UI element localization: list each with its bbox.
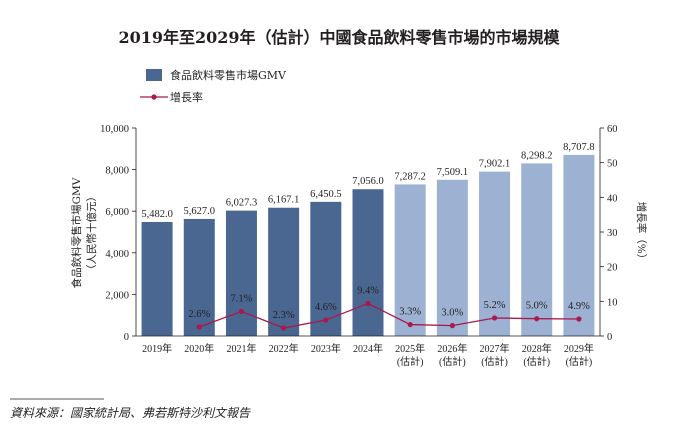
- growth-point: [449, 323, 455, 329]
- x-tick-label: 2023年: [311, 342, 341, 355]
- y-axis-unit-label: （人民幣十億元）: [85, 191, 98, 275]
- legend-swatch-gmv: [146, 69, 162, 81]
- bar: [563, 154, 595, 336]
- growth-rate-label: 7.1%: [231, 293, 253, 304]
- bar-value-label: 6,027.3: [226, 198, 258, 209]
- y2-axis-label: 增長率（%）: [635, 202, 648, 264]
- source-note: 資料來源：國家統計局、弗若斯特沙利文報告: [10, 406, 251, 420]
- x-tick-label: 2027年: [480, 342, 510, 355]
- growth-rate-label: 3.0%: [441, 308, 463, 319]
- x-tick-label: (估計): [481, 355, 508, 368]
- legend-label-gmv: 食品飲料零售市場GMV: [170, 68, 287, 82]
- x-tick-label: (估計): [439, 355, 466, 368]
- y-tick-label: 8,000: [105, 166, 129, 177]
- growth-rate-label: 5.2%: [484, 300, 506, 311]
- growth-rate-label: 3.3%: [399, 307, 421, 318]
- growth-point: [323, 317, 329, 323]
- y-axis-label: 食品飲料零售市場GMV: [70, 177, 83, 288]
- x-tick-label: 2026年: [437, 342, 467, 355]
- chart-title: 2019年至2029年（估計）中國食品飲料零售市場的市場規模: [118, 28, 560, 47]
- growth-rate-label: 4.9%: [568, 301, 590, 312]
- x-tick-label: 2025年: [395, 342, 425, 355]
- growth-point: [534, 316, 540, 322]
- y-tick-label: 4,000: [105, 249, 129, 260]
- growth-point: [491, 315, 498, 321]
- bar: [310, 201, 342, 336]
- plot-area: 0 2,000 4,000 6,000 8,000 10,000 0 10 20 30 40 50 60…: [100, 124, 617, 368]
- y2-tick-label: 0: [607, 332, 612, 343]
- y-tick-label: 2,000: [105, 290, 129, 301]
- bar: [394, 184, 426, 336]
- growth-point: [407, 321, 413, 328]
- growth-line: [199, 302, 579, 329]
- y-tick-label: 0: [124, 332, 129, 343]
- y2-tick-label: 20: [607, 263, 618, 274]
- y-tick-label: 10,000: [100, 124, 129, 135]
- y2-tick-label: 10: [607, 297, 618, 308]
- growth-point: [196, 324, 202, 330]
- bar: [141, 221, 173, 336]
- x-tick-label: 2020年: [184, 342, 214, 355]
- bar-value-label: 6,167.1: [268, 195, 300, 206]
- bar-value-label: 7,509.1: [437, 167, 469, 178]
- y-tick-label: 6,000: [105, 207, 129, 218]
- y2-tick-label: 30: [607, 228, 618, 239]
- bar: [479, 171, 511, 336]
- growth-rate-label: 4.6%: [315, 302, 337, 313]
- bar: [225, 210, 257, 336]
- legend-swatch-growth-marker: [151, 94, 157, 100]
- x-tick-label: 2022年: [269, 342, 299, 355]
- legend-label-growth: 增長率: [170, 90, 203, 104]
- x-tick-label: 2028年: [522, 342, 552, 355]
- x-tick-label: (估計): [523, 355, 550, 368]
- y2-tick-label: 40: [607, 193, 618, 204]
- bar-value-label: 7,902.1: [479, 159, 511, 170]
- growth-rate-label: 2.3%: [273, 310, 295, 321]
- x-tick-label: (估計): [397, 355, 424, 368]
- x-tick-label: 2029年: [564, 342, 594, 355]
- bar-value-label: 8,298.2: [521, 150, 553, 161]
- bar: [352, 189, 384, 336]
- y2-tick-label: 60: [607, 124, 618, 135]
- x-tick-label: 2024年: [353, 342, 383, 355]
- growth-rate-label: 2.6%: [188, 309, 210, 320]
- growth-point: [576, 316, 582, 322]
- growth-point: [365, 300, 371, 307]
- y2-tick-label: 50: [607, 159, 618, 170]
- bar-value-label: 8,707.8: [563, 142, 595, 153]
- bar: [268, 207, 300, 336]
- legend: 食品飲料零售市場GMV 增長率: [140, 68, 287, 104]
- bar: [436, 179, 468, 336]
- growth-rate-label: 9.4%: [357, 285, 379, 296]
- x-tick-label: (估計): [566, 355, 593, 368]
- bar-value-label: 5,627.0: [184, 206, 216, 217]
- bar: [521, 163, 553, 336]
- bar: [183, 218, 215, 336]
- bar-value-label: 5,482.0: [141, 209, 173, 220]
- growth-point: [238, 308, 245, 314]
- growth-rate-label: 5.0%: [526, 301, 548, 312]
- x-tick-label: 2021年: [226, 342, 256, 355]
- bar-value-label: 7,287.2: [394, 171, 426, 182]
- growth-point: [281, 325, 287, 331]
- bar-value-label: 6,450.5: [310, 189, 342, 200]
- bar-value-label: 7,056.0: [352, 176, 384, 187]
- x-tick-label: 2019年: [142, 342, 172, 355]
